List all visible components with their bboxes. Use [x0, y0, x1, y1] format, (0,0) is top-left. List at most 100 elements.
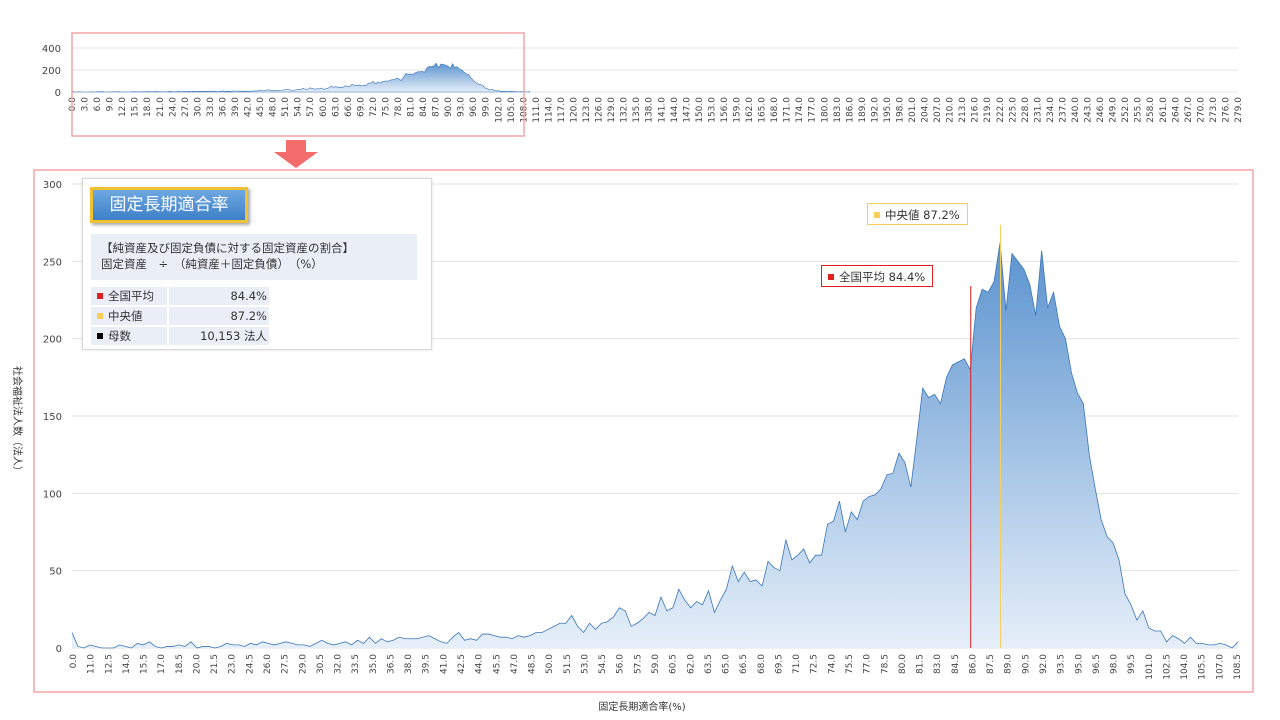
overview-x-tick-label: 15.0 — [131, 97, 141, 117]
overview-y-ticks: 400 200 0 — [42, 44, 61, 99]
mean-square-icon — [97, 293, 103, 299]
mean-callout: 全国平均 84.4% — [821, 265, 934, 287]
overview-zoom-frame — [71, 32, 525, 137]
overview-x-tick-label: 99.0 — [482, 97, 492, 117]
overview-x-tick-label: 63.0 — [331, 97, 341, 117]
main-x-tick-label: 35.0 — [369, 654, 379, 674]
overview-x-tick-label: 120.0 — [570, 97, 580, 123]
overview-x-tick-label: 279.0 — [1234, 97, 1244, 123]
overview-x-tick-label: 42.0 — [244, 97, 254, 117]
overview-x-tick-label: 216.0 — [971, 97, 981, 123]
median-square-icon — [97, 313, 103, 319]
main-x-tick-label: 15.5 — [140, 654, 150, 674]
main-x-tick-label: 65.0 — [722, 654, 732, 674]
overview-x-tick-label: 162.0 — [745, 97, 755, 123]
main-x-tick-label: 33.5 — [351, 654, 361, 674]
overview-x-tick-label: 261.0 — [1159, 97, 1169, 123]
overview-x-tick-label: 207.0 — [933, 97, 943, 123]
main-x-tick-label: 81.5 — [916, 654, 926, 674]
overview-x-tick-label: 210.0 — [946, 97, 956, 123]
x-axis-title: 固定長期適合率(%) — [598, 700, 685, 713]
main-x-tick-label: 87.5 — [986, 654, 996, 674]
main-x-tick-label: 41.0 — [439, 654, 449, 674]
main-x-tick-label: 68.0 — [757, 654, 767, 674]
overview-y-tick-label: 400 — [42, 44, 61, 55]
mean-square-icon — [828, 274, 834, 280]
overview-x-tick-label: 150.0 — [695, 97, 705, 123]
main-x-tick-label: 99.5 — [1127, 654, 1137, 674]
main-x-tick-label: 90.5 — [1021, 654, 1031, 674]
overview-x-tick-label: 18.0 — [143, 97, 153, 117]
main-x-tick-label: 50.0 — [545, 654, 555, 674]
main-x-tick-label: 75.5 — [845, 654, 855, 674]
main-x-tick-label: 62.0 — [686, 654, 696, 674]
overview-x-tick-label: 78.0 — [394, 97, 404, 117]
main-x-tick-label: 89.0 — [1004, 654, 1014, 674]
overview-x-tick-label: 156.0 — [720, 97, 730, 123]
main-x-tick-label: 23.0 — [228, 654, 238, 674]
main-x-tick-label: 86.0 — [968, 654, 978, 674]
overview-y-tick-label: 0 — [55, 88, 61, 99]
main-x-tick-label: 0.0 — [69, 654, 79, 669]
overview-x-tick-label: 237.0 — [1058, 97, 1068, 123]
main-x-tick-label: 18.5 — [175, 654, 185, 674]
main-x-tick-label: 72.5 — [810, 654, 820, 674]
main-x-tick-label: 32.0 — [334, 654, 344, 674]
overview-x-tick-label: 0.0 — [68, 97, 78, 112]
overview-x-tick-label: 189.0 — [858, 97, 868, 123]
overview-x-tick-label: 258.0 — [1146, 97, 1156, 123]
overview-x-tick-label: 153.0 — [707, 97, 717, 123]
overview-x-tick-label: 270.0 — [1196, 97, 1206, 123]
overview-x-tick-label: 177.0 — [808, 97, 818, 123]
overview-x-tick-label: 246.0 — [1096, 97, 1106, 123]
main-y-tick-label: 250 — [43, 257, 62, 268]
main-x-tick-label: 21.5 — [210, 654, 220, 674]
main-x-tick-label: 39.5 — [422, 654, 432, 674]
main-x-tick-label: 45.5 — [492, 654, 502, 674]
main-x-tick-label: 80.0 — [898, 654, 908, 674]
main-y-tick-label: 150 — [43, 412, 62, 423]
main-x-tick-label: 104.0 — [1180, 654, 1190, 680]
main-x-tick-label: 69.5 — [774, 654, 784, 674]
main-x-ticks: 0.0 11.0 12.5 14.0 15.5 17.0 18.5 20.0 21.5 23.0 2… — [69, 654, 1243, 680]
overview-x-tick-label: 159.0 — [732, 97, 742, 123]
overview-x-tick-label: 105.0 — [507, 97, 517, 123]
overview-x-tick-label: 51.0 — [281, 97, 291, 117]
main-y-tick-label: 0 — [56, 644, 62, 655]
overview-chart: 400 200 0 0.0 3.0 6.0 9.0 12.0 15.0 18.0 21.0 24.0… — [42, 32, 1244, 137]
main-x-tick-label: 59.0 — [651, 654, 661, 674]
overview-x-tick-label: 255.0 — [1134, 97, 1144, 123]
overview-x-ticks: 0.0 3.0 6.0 9.0 12.0 15.0 18.0 21.0 24.0 27.0 30.0… — [68, 97, 1244, 123]
overview-x-tick-label: 240.0 — [1071, 97, 1081, 123]
main-x-tick-label: 24.5 — [245, 654, 255, 674]
distribution-area — [72, 242, 1238, 648]
main-x-tick-label: 48.5 — [528, 654, 538, 674]
overview-y-tick-label: 200 — [42, 66, 61, 77]
overview-x-tick-label: 231.0 — [1033, 97, 1043, 123]
main-x-tick-label: 74.0 — [827, 654, 837, 674]
overview-x-tick-label: 198.0 — [895, 97, 905, 123]
main-x-tick-label: 20.0 — [192, 654, 202, 674]
overview-x-tick-label: 222.0 — [996, 97, 1006, 123]
overview-x-tick-label: 138.0 — [645, 97, 655, 123]
main-x-tick-label: 71.0 — [792, 654, 802, 674]
main-x-tick-label: 36.5 — [386, 654, 396, 674]
main-y-ticks: 0 50 100 150 200 250 300 — [43, 180, 62, 655]
overview-x-tick-label: 165.0 — [758, 97, 768, 123]
overview-x-tick-label: 54.0 — [294, 97, 304, 117]
overview-x-tick-label: 36.0 — [218, 97, 228, 117]
legend-description-line1: 【純資産及び固定負債に対する固定資産の割合】 — [101, 241, 354, 255]
main-x-tick-label: 29.0 — [298, 654, 308, 674]
overview-x-tick-label: 114.0 — [544, 97, 554, 123]
overview-x-tick-label: 75.0 — [381, 97, 391, 117]
legend-median-label: 中央値 — [108, 309, 143, 323]
overview-x-tick-label: 225.0 — [1008, 97, 1018, 123]
main-y-tick-label: 50 — [49, 567, 62, 578]
overview-x-tick-label: 69.0 — [356, 97, 366, 117]
overview-x-tick-label: 90.0 — [444, 97, 454, 117]
overview-x-tick-label: 180.0 — [820, 97, 830, 123]
main-x-tick-label: 102.5 — [1162, 654, 1172, 680]
overview-x-tick-label: 57.0 — [306, 97, 316, 117]
main-x-tick-label: 78.5 — [880, 654, 890, 674]
main-x-tick-label: 30.5 — [316, 654, 326, 674]
